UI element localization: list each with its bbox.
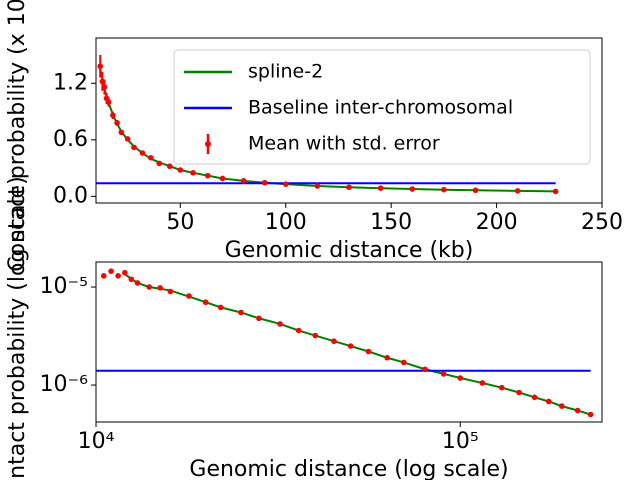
data-point [217,304,224,311]
data-point [377,185,384,191]
data-point [277,321,283,327]
y-tick-label: 1.2 [53,70,88,95]
data-point [131,144,137,151]
x-tick-label: 150 [370,210,412,235]
data-point [238,309,244,316]
data-point [204,172,211,179]
data-point [202,299,209,306]
data-point [457,375,464,381]
x-tick-label: 50 [166,210,194,235]
data-point [118,129,125,136]
data-point [256,315,262,322]
data-point [331,338,337,345]
data-point [314,183,321,189]
x-tick-label: 250 [581,210,623,235]
data-point [114,120,120,126]
data-point [282,181,289,187]
data-point [139,150,146,156]
data-point [312,332,319,339]
data-point [240,178,247,184]
data-point [552,188,559,195]
data-point [347,343,354,349]
data-point [401,359,407,366]
data-point [190,170,196,176]
data-point [409,186,416,192]
data-point [186,293,192,299]
data-point [574,407,581,414]
x-tick-label: 100 [265,210,307,235]
data-point [128,276,135,283]
data-point [261,179,268,186]
data-point [558,403,565,409]
data-point [440,371,447,377]
legend-swatch [205,141,211,147]
data-point [516,389,522,396]
legend-label: Baseline inter-chromosomal [248,97,513,119]
legend-box [173,49,591,165]
data-point [295,327,302,334]
y-tick-label: 0.6 [53,127,88,152]
data-point [422,366,428,373]
data-point [122,269,128,276]
data-point [124,136,131,142]
data-point [531,394,538,401]
x-axis-label: Genomic distance (log scale) [189,457,508,480]
data-point [108,268,114,275]
data-point [514,188,521,194]
data-point [157,285,163,291]
data-point [115,273,121,279]
x-tick-label: 10⁴ [78,429,115,454]
plot-area [96,54,559,195]
data-point [105,99,112,105]
y-tick-label: 10⁻⁶ [40,372,89,397]
data-point [167,288,174,295]
data-point [346,184,352,191]
data-point [441,186,447,193]
data-point [166,163,173,170]
data-point [479,380,486,386]
data-point [110,112,116,119]
legend: spline-2 Baseline inter-chromosomal Mean w… [173,49,591,165]
axes-frame [95,37,603,204]
data-point [472,187,479,194]
data-point [498,384,505,391]
data-point [384,354,390,361]
data-point [148,154,154,161]
y-axis-label: Contact probability (log scale) [5,176,30,480]
data-point [365,348,372,355]
axes-frame [95,261,603,423]
data-point [101,84,108,90]
x-tick-label: 200 [476,210,518,235]
legend-label: spline-2 [248,61,323,83]
plot-area [96,268,594,418]
data-point [146,284,153,290]
data-point [100,273,107,279]
y-axis-label: Contact probability (x 10⁻⁵) [5,0,30,272]
legend-label: Mean with std. error [248,133,440,155]
x-tick-label: 10⁵ [442,429,479,454]
data-point [545,398,552,405]
data-point [97,63,104,70]
y-tick-label: 10⁻⁵ [40,274,88,299]
data-point [177,167,184,173]
data-point [219,175,226,182]
x-axis-label: Genomic distance (kb) [225,238,474,263]
y-tick-label: 0.0 [53,183,88,208]
data-point [156,160,163,167]
data-point [134,280,141,286]
data-point [587,411,594,418]
